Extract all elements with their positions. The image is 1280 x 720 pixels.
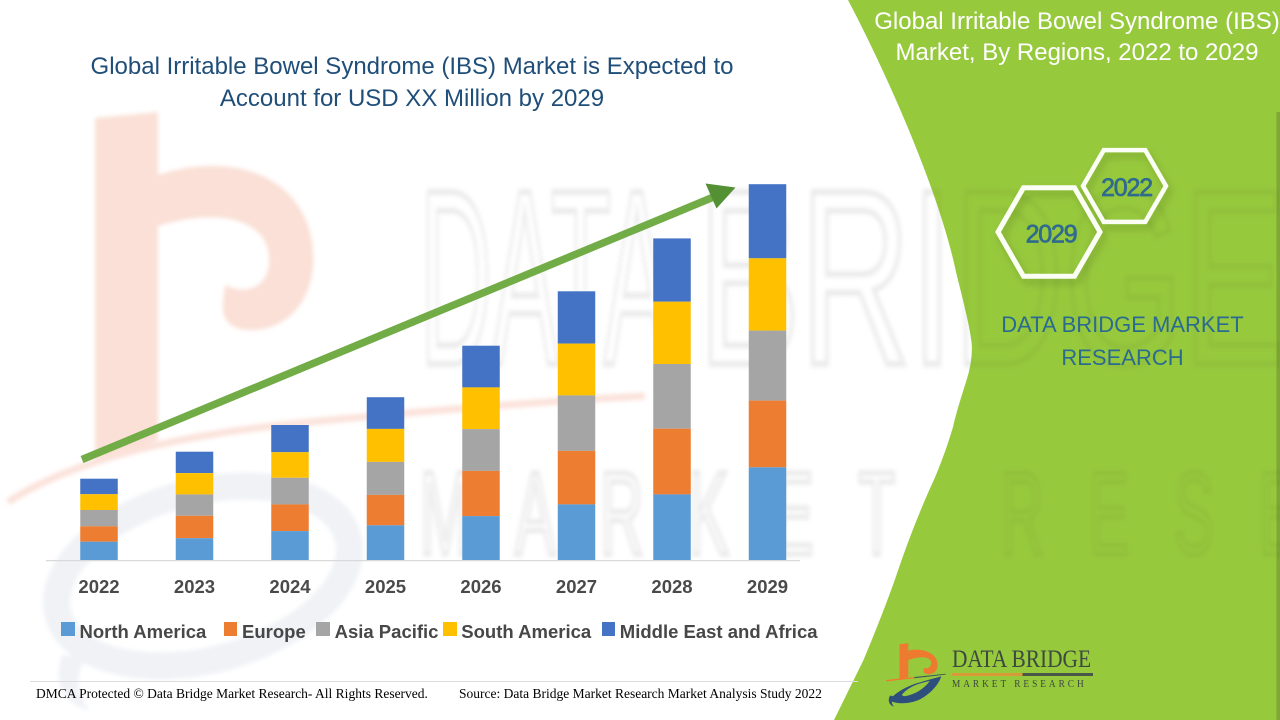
svg-text:DATA: DATA (420, 137, 670, 417)
svg-text:2029: 2029 (1026, 221, 1077, 249)
svg-text:2022: 2022 (1101, 174, 1152, 202)
